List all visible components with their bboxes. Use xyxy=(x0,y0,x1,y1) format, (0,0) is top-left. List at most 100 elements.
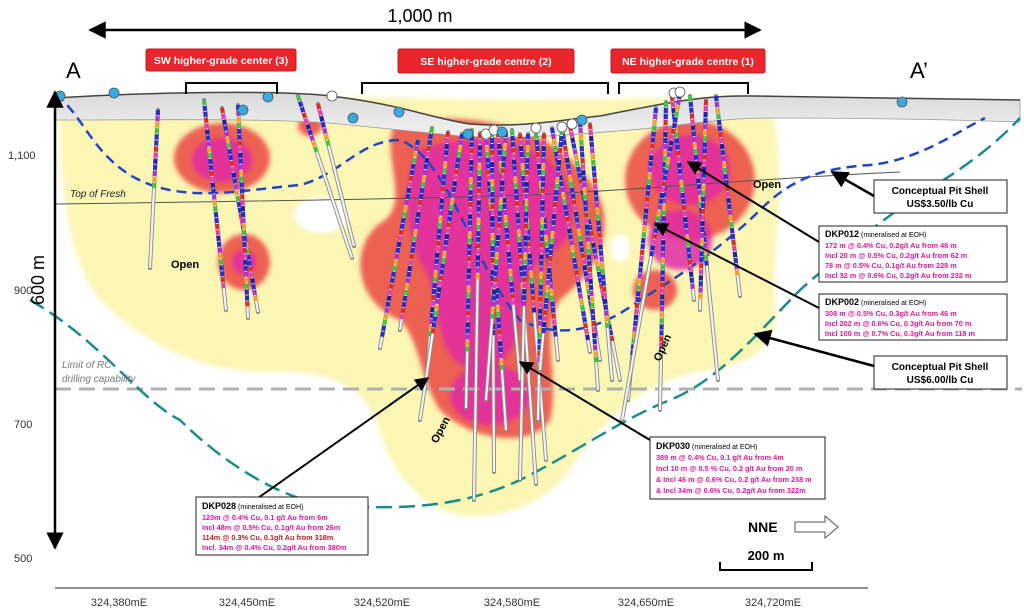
svg-text:SE higher-grade centre (2): SE higher-grade centre (2) xyxy=(420,56,551,68)
assay-interval xyxy=(666,151,672,158)
assay-interval xyxy=(210,182,216,188)
assay-interval xyxy=(585,334,590,341)
assay-interval xyxy=(202,99,207,106)
assay-interval xyxy=(400,217,406,224)
assay-interval xyxy=(671,122,677,129)
assay-interval xyxy=(558,174,563,181)
dkp012-callout: DKP012 (mineralised at EOH) 172 m @ 0.4% … xyxy=(686,161,1008,283)
assay-interval xyxy=(582,264,588,271)
assay-interval xyxy=(571,251,576,258)
assay-interval xyxy=(724,179,729,186)
assay-interval xyxy=(246,260,252,267)
assay-interval xyxy=(405,193,411,200)
assay-interval xyxy=(588,230,594,237)
assay-interval xyxy=(552,139,557,146)
assay-interval xyxy=(408,175,414,182)
assay-interval xyxy=(580,252,586,259)
drill-collar-marker xyxy=(576,114,588,126)
assay-interval xyxy=(716,113,721,120)
assay-interval xyxy=(594,259,600,266)
north-arrow-icon xyxy=(794,514,839,540)
assay-interval xyxy=(244,248,250,255)
assay-interval xyxy=(563,204,568,211)
assay-interval xyxy=(320,121,326,128)
y-tick-900: 900 xyxy=(14,285,32,297)
svg-text:Incl. 34m @ 0.4% Cu, 0.2g/t Au: Incl. 34m @ 0.4% Cu, 0.2g/t Au from 380m xyxy=(202,543,347,552)
assay-interval xyxy=(439,269,445,275)
drill-collar-marker xyxy=(326,90,338,102)
assay-interval xyxy=(221,113,226,120)
assay-interval xyxy=(676,99,681,106)
assay-interval xyxy=(205,135,211,141)
assay-interval xyxy=(662,175,668,181)
assay-interval xyxy=(729,221,734,228)
assay-interval xyxy=(655,215,661,222)
assay-interval xyxy=(305,123,311,130)
assay-interval xyxy=(384,307,390,314)
assay-interval xyxy=(432,316,438,322)
rc-limit-label-1: Limit of RC xyxy=(62,360,112,371)
svg-text:US$3.50/lb Cu: US$3.50/lb Cu xyxy=(907,199,974,210)
assay-interval xyxy=(399,313,405,320)
assay-interval xyxy=(587,224,593,231)
north-label: NNE xyxy=(748,519,778,535)
assay-interval xyxy=(412,235,417,242)
assay-interval xyxy=(218,253,223,259)
pit-shell-600-line xyxy=(29,117,1021,509)
assay-interval xyxy=(714,101,720,108)
assay-interval xyxy=(216,235,221,242)
assay-interval xyxy=(422,169,428,176)
assay-interval xyxy=(732,245,737,252)
assay-interval xyxy=(309,135,315,142)
assay-interval xyxy=(564,157,570,164)
assay-interval xyxy=(567,175,573,182)
assay-interval xyxy=(325,140,331,147)
assay-interval xyxy=(227,148,233,155)
se-centre-header: SE higher-grade centre (2) xyxy=(361,48,609,94)
assay-interval xyxy=(562,145,568,152)
assay-interval xyxy=(661,180,667,187)
dkp030-callout: DKP030 (mineralised at EOH) 389 m @ 0.4% … xyxy=(518,361,826,500)
svg-text:NE higher-grade centre (1): NE higher-grade centre (1) xyxy=(622,56,754,68)
assay-interval xyxy=(446,222,452,228)
assay-interval xyxy=(583,270,589,277)
assay-interval xyxy=(398,229,404,236)
assay-interval xyxy=(381,325,387,332)
assay-interval xyxy=(733,257,739,264)
assay-interval xyxy=(670,101,676,108)
assay-interval xyxy=(322,127,328,135)
width-scale-label: 1,000 m xyxy=(387,6,452,26)
y-tick-700: 700 xyxy=(14,419,32,431)
assay-interval xyxy=(448,204,454,210)
assay-interval xyxy=(407,265,413,272)
assay-interval xyxy=(663,169,669,175)
assay-interval xyxy=(566,222,571,228)
assay-interval xyxy=(650,245,656,251)
assay-interval xyxy=(656,210,662,216)
assay-interval xyxy=(408,259,414,266)
assay-interval xyxy=(667,146,673,152)
assay-interval xyxy=(459,133,464,140)
assay-interval xyxy=(576,229,582,235)
svg-text:DKP028(mineralised at EOH): DKP028 (mineralised at EOH) xyxy=(202,501,303,511)
assay-interval xyxy=(583,322,588,329)
assay-interval xyxy=(649,250,655,257)
assay-interval xyxy=(319,115,325,122)
assay-interval xyxy=(411,241,416,248)
assay-interval xyxy=(389,277,395,284)
assay-interval xyxy=(388,283,394,290)
assay-interval xyxy=(550,127,555,134)
assay-interval xyxy=(578,241,584,247)
assay-interval xyxy=(401,301,407,308)
assay-interval xyxy=(205,129,210,135)
assay-interval xyxy=(679,186,685,193)
assay-interval xyxy=(442,245,448,252)
assay-interval xyxy=(595,265,601,272)
assay-interval xyxy=(395,247,401,254)
assay-interval xyxy=(560,186,565,193)
assay-interval xyxy=(570,245,575,252)
open-label-2: Open xyxy=(753,179,781,191)
assay-interval xyxy=(409,169,415,176)
assay-interval xyxy=(665,157,671,164)
